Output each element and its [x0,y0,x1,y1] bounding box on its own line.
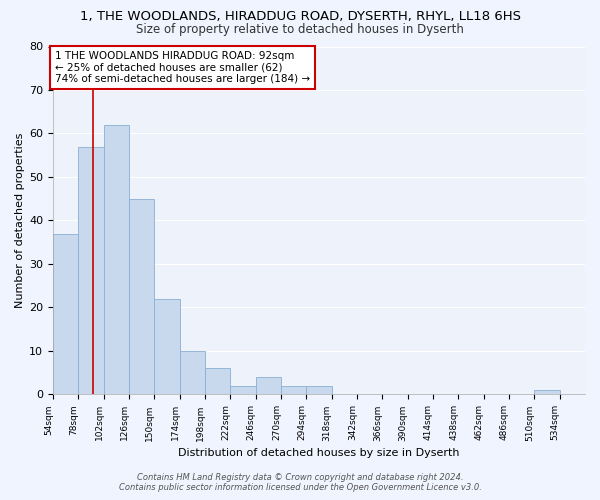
Bar [307,386,332,394]
Bar [53,234,79,394]
Bar [230,386,256,394]
Bar [154,299,179,394]
Text: Contains HM Land Registry data © Crown copyright and database right 2024.
Contai: Contains HM Land Registry data © Crown c… [119,473,481,492]
Bar [79,146,104,394]
X-axis label: Distribution of detached houses by size in Dyserth: Distribution of detached houses by size … [178,448,460,458]
Bar [256,377,281,394]
Text: 1, THE WOODLANDS, HIRADDUG ROAD, DYSERTH, RHYL, LL18 6HS: 1, THE WOODLANDS, HIRADDUG ROAD, DYSERTH… [79,10,521,23]
Bar [205,368,230,394]
Text: 1 THE WOODLANDS HIRADDUG ROAD: 92sqm
← 25% of detached houses are smaller (62)
7: 1 THE WOODLANDS HIRADDUG ROAD: 92sqm ← 2… [55,51,310,84]
Bar [129,198,154,394]
Text: Size of property relative to detached houses in Dyserth: Size of property relative to detached ho… [136,22,464,36]
Bar [535,390,560,394]
Y-axis label: Number of detached properties: Number of detached properties [15,133,25,308]
Bar [281,386,307,394]
Bar [179,351,205,395]
Bar [104,125,129,394]
